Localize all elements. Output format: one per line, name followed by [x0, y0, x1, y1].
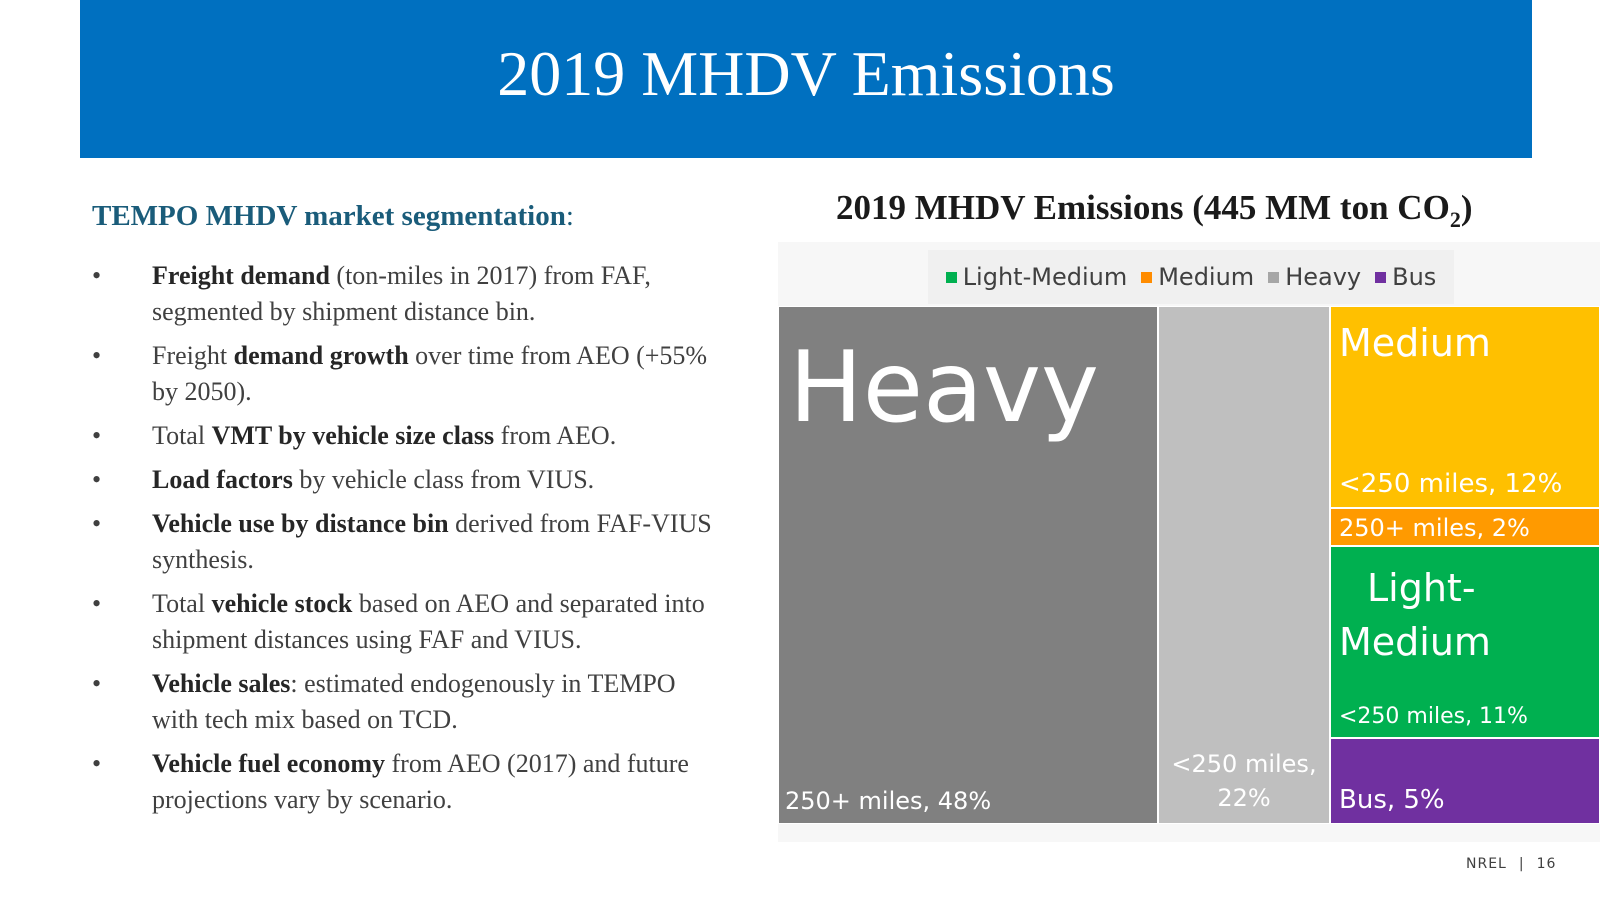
legend-label: Heavy — [1285, 263, 1362, 291]
legend-item-medium: Medium — [1141, 263, 1254, 291]
bullet-bold-2: demand growth — [233, 341, 409, 370]
bullet-item: • Vehicle sales: estimated endogenously i… — [92, 666, 712, 738]
bullet-glyph: • — [92, 589, 102, 618]
bullet-text-2: based on AEO and separated into shipment… — [152, 589, 705, 654]
legend-item-light-medium: Light-Medium — [945, 263, 1128, 291]
tile-data-label: Bus, 5% — [1339, 785, 1445, 815]
tile-data-label: <250 miles, 22% — [1159, 747, 1329, 815]
treemap-tile-medium-250plus: 250+ miles, 2% — [1330, 508, 1600, 546]
chart-title-main: 2019 MHDV Emissions (445 MM ton CO — [836, 188, 1450, 227]
bullet-glyph: • — [92, 465, 102, 494]
bullet-item: • Freight demand growth over time from AE… — [92, 338, 712, 410]
bullet-bold: Load factors — [152, 465, 293, 494]
bullet-item: • Vehicle use by distance bin derived fro… — [92, 506, 712, 578]
bullet-glyph: • — [92, 341, 102, 370]
bullet-text: by vehicle class from VIUS. — [292, 465, 595, 494]
bullet-glyph: • — [92, 509, 102, 538]
tile-data-label-line: <250 miles, — [1171, 750, 1317, 778]
treemap-tile-heavy-250plus: Heavy 250+ miles, 48% — [778, 306, 1158, 824]
subhead-colon: : — [565, 200, 574, 232]
bullet-text: from AEO (2017) and future projections v… — [152, 749, 689, 814]
legend-item-bus: Bus — [1375, 263, 1436, 291]
treemap-tile-medium-lt250: Medium <250 miles, 12% — [1330, 306, 1600, 508]
bullet-item: • Vehicle fuel economy from AEO (2017) an… — [92, 746, 712, 818]
bullet-text: Total — [152, 421, 212, 450]
bullet-text: (ton-miles in 2017) from FAF, segmented … — [152, 261, 651, 326]
tile-group-label-line: Light- — [1367, 566, 1476, 610]
subhead-bold: TEMPO MHDV market segmentation — [92, 200, 566, 232]
tile-data-label: <250 miles, 11% — [1339, 704, 1528, 729]
footer-org: NREL — [1466, 856, 1507, 872]
chart-legend: Light-Medium Medium Heavy Bus — [928, 250, 1454, 304]
treemap-tile-bus: Bus, 5% — [1330, 738, 1600, 824]
footer-separator: | — [1518, 856, 1525, 872]
chart-title-close: ) — [1460, 188, 1473, 227]
legend-label: Bus — [1392, 263, 1437, 291]
bullet-text: Total — [152, 589, 212, 618]
bullet-item: • Freight demand (ton-miles in 2017) from… — [92, 258, 712, 330]
bullet-text-2: from AEO. — [494, 421, 617, 450]
tile-data-label: 250+ miles, 2% — [1339, 514, 1530, 542]
treemap-tile-light-medium-lt250: Light- Medium <250 miles, 11% — [1330, 546, 1600, 738]
bullet-glyph: • — [92, 749, 102, 778]
tile-data-label: <250 miles, 12% — [1339, 469, 1563, 499]
chart-title-subscript: 2 — [1449, 207, 1461, 232]
page-number: 16 — [1536, 856, 1557, 872]
bullet-glyph: • — [92, 421, 102, 450]
tile-data-label: 250+ miles, 48% — [785, 787, 992, 815]
bullet-item: • Total VMT by vehicle size class from AE… — [92, 418, 712, 454]
bullet-bold: Vehicle use by distance bin — [152, 509, 449, 538]
treemap-tile-heavy-lt250: <250 miles, 22% — [1158, 306, 1330, 824]
section-subhead: TEMPO MHDV market segmentation: — [92, 200, 574, 233]
legend-item-heavy: Heavy — [1268, 263, 1361, 291]
bullet-glyph: • — [92, 669, 102, 698]
bullet-item: • Total vehicle stock based on AEO and se… — [92, 586, 712, 658]
legend-label: Light-Medium — [962, 263, 1128, 291]
legend-swatch-icon — [1268, 271, 1280, 283]
slide-footer: NREL | 16 — [1466, 856, 1556, 872]
bullet-text: : estimated endogenously in TEMPO with t… — [152, 669, 676, 734]
title-banner: 2019 MHDV Emissions — [80, 0, 1532, 158]
bullet-text: derived from FAF-VIUS synthesis. — [152, 509, 712, 574]
legend-label: Medium — [1158, 263, 1255, 291]
bullet-item: • Load factors by vehicle class from VIUS… — [92, 462, 712, 498]
bullet-text: Freight — [152, 341, 234, 370]
bullet-list: • Freight demand (ton-miles in 2017) from… — [92, 258, 712, 826]
bullet-bold-2: vehicle stock — [211, 589, 353, 618]
bullet-bold-2: VMT by vehicle size class — [211, 421, 495, 450]
tile-group-label-line: Medium — [1339, 620, 1491, 664]
bullet-glyph: • — [92, 261, 102, 290]
tile-data-label-line: 22% — [1217, 784, 1271, 812]
bullet-bold: Freight demand — [152, 261, 330, 290]
chart-title: 2019 MHDV Emissions (445 MM ton CO2) — [836, 188, 1472, 233]
tile-group-label: Medium — [1339, 321, 1491, 365]
bullet-bold: Vehicle fuel economy — [152, 749, 385, 778]
legend-swatch-icon — [1375, 271, 1387, 283]
slide-title: 2019 MHDV Emissions — [497, 38, 1115, 109]
tile-group-label: Heavy — [789, 331, 1100, 445]
bullet-text-2: over time from AEO (+55% by 2050). — [152, 341, 708, 406]
legend-swatch-icon — [1141, 271, 1153, 283]
bullet-bold: Vehicle sales — [152, 669, 291, 698]
tile-group-label: Light- Medium — [1339, 561, 1491, 669]
legend-swatch-icon — [945, 271, 957, 283]
